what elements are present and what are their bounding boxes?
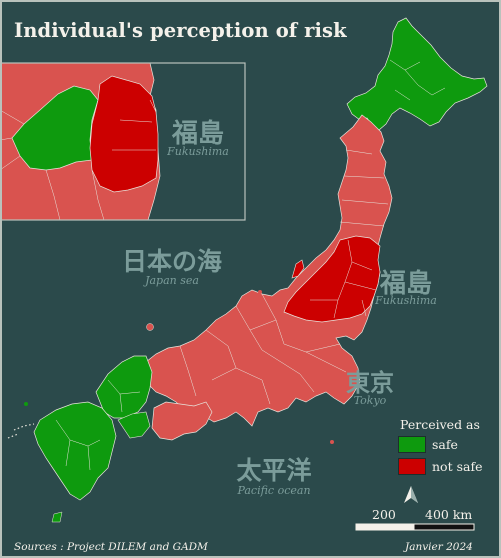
sado-island (291, 259, 305, 279)
island-south-kyushu (51, 511, 63, 523)
island-chain-west (7, 423, 35, 439)
legend-label-not-safe: not safe (432, 459, 483, 474)
scale-end-label: 400 km (425, 507, 473, 522)
fukushima-jp-label: 福島 (379, 269, 432, 299)
island-oki (146, 323, 154, 331)
chugoku-safe-region (95, 355, 153, 419)
kyushu-region (33, 401, 117, 501)
fukushima-inset (0, 62, 246, 221)
inset-safe-prefecture (11, 85, 99, 171)
tokyo-jp-label: 東京 (346, 369, 394, 397)
north-arrow-icon (404, 486, 418, 503)
island-small-1 (258, 290, 262, 294)
inset-fukushima-jp-label: 福島 (171, 119, 224, 149)
kyushu-boundary (55, 379, 141, 471)
shikoku-safe-part (117, 411, 151, 439)
japan-sea-en-label: Japan sea (143, 274, 199, 287)
legend-label-safe: safe (432, 437, 458, 452)
honshu-boundaries (179, 149, 389, 405)
hokkaido-boundary (389, 59, 446, 101)
inset-fukushima-en-label: Fukushima (166, 145, 229, 158)
shikoku-region (151, 401, 213, 441)
legend-swatch-safe (398, 436, 426, 453)
sources-note: Sources : Project DILEM and GADM (14, 541, 208, 553)
island-tsushima (24, 402, 28, 406)
legend-title: Perceived as (400, 417, 480, 432)
inset-not-safe-prefecture (89, 75, 159, 193)
scale-bar (355, 523, 475, 531)
legend-item-not-safe: not safe (398, 458, 482, 475)
legend-item-safe: safe (398, 436, 458, 453)
pacific-en-label: Pacific ocean (236, 484, 310, 497)
pacific-jp-label: 太平洋 (236, 456, 311, 485)
island-izu (330, 440, 334, 444)
date-note: Janvier 2024 (405, 541, 473, 553)
map-title: Individual's perception of risk (14, 19, 347, 42)
japan-sea-jp-label: 日本の海 (122, 247, 222, 276)
fukushima-en-label: Fukushima (374, 294, 437, 307)
tokyo-en-label: Tokyo (354, 394, 387, 407)
fukushima-boundary (310, 239, 377, 319)
scale-mid-label: 200 (372, 507, 396, 522)
hokkaido-region (346, 17, 488, 131)
legend-swatch-not-safe (398, 458, 426, 475)
inset-frame (0, 62, 246, 221)
inset-boundaries (0, 99, 157, 220)
fukushima-zone (283, 235, 381, 323)
